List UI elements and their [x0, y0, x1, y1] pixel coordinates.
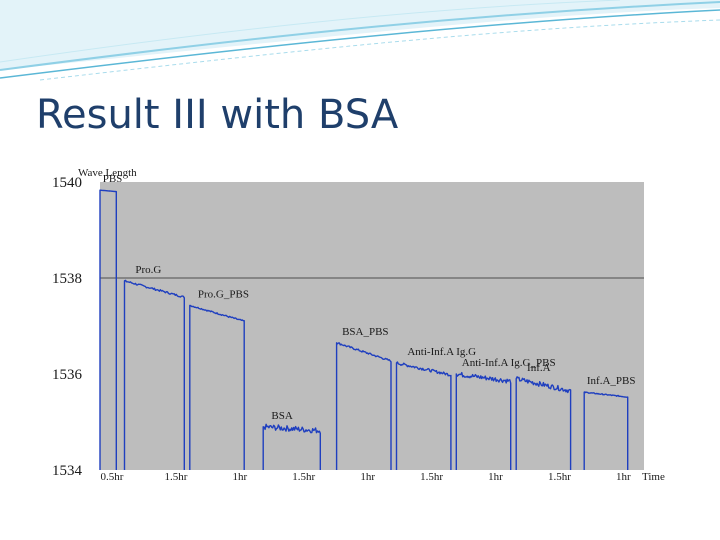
- x-tick-label: 1hr: [488, 471, 503, 483]
- wavelength-chart: Wave Length Time 1540 1538 1536 1534 0.5hr 1…: [48, 162, 670, 488]
- segment-annotation: Pro.G: [135, 264, 161, 276]
- series-line: [123, 279, 185, 470]
- x-tick-label: 1hr: [233, 471, 248, 483]
- x-axis-label: Time: [642, 471, 665, 483]
- slide-title: Result III with BSA: [36, 92, 399, 138]
- x-tick-label: 1.5hr: [292, 471, 315, 483]
- x-tick-label: 0.5hr: [101, 471, 124, 483]
- series-line: [515, 376, 572, 470]
- segment-annotation: Inf.A: [527, 362, 551, 374]
- series-line: [335, 342, 392, 470]
- y-tick-label: 1540: [52, 175, 82, 191]
- y-tick-label: 1534: [52, 463, 83, 479]
- series-line: [99, 189, 117, 470]
- segment-annotation: Anti-Inf.A Ig.G_PBS: [462, 357, 556, 369]
- series-line: [262, 423, 321, 470]
- y-axis-label: Wave Length: [78, 167, 137, 179]
- segment-annotation: Inf.A_PBS: [587, 375, 636, 387]
- segment-annotation: PBS: [103, 173, 123, 185]
- y-tick-label: 1536: [52, 367, 83, 383]
- series-line: [583, 391, 629, 470]
- x-tick-label: 1.5hr: [420, 471, 443, 483]
- plot-area: [100, 182, 644, 470]
- series-line: [189, 304, 245, 470]
- x-tick-label: 1.5hr: [164, 471, 187, 483]
- segment-annotation: BSA_PBS: [342, 326, 388, 338]
- header-wave-decoration: [0, 0, 720, 81]
- series-line: [455, 371, 512, 470]
- segment-annotation: Pro.G_PBS: [198, 288, 249, 300]
- x-tick-label: 1hr: [360, 471, 375, 483]
- y-tick-label: 1538: [52, 271, 82, 287]
- series-line: [395, 361, 452, 470]
- x-tick-label: 1hr: [616, 471, 631, 483]
- segment-annotation: Anti-Inf.A Ig.G: [407, 346, 476, 358]
- x-tick-label: 1.5hr: [548, 471, 571, 483]
- segment-annotation: BSA: [271, 410, 292, 422]
